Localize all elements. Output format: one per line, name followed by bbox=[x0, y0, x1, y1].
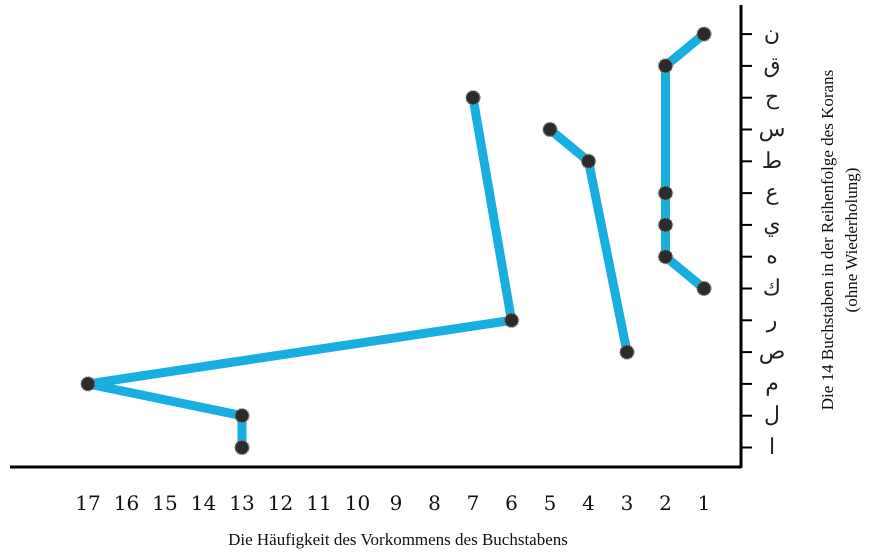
x-tick-label: 4 bbox=[582, 491, 595, 515]
y-tick-label: ك bbox=[763, 276, 781, 301]
x-tick-label: 6 bbox=[505, 491, 518, 515]
data-point-s1-3 bbox=[80, 376, 96, 392]
x-tick-label: 13 bbox=[229, 491, 254, 515]
data-point-s1-4 bbox=[503, 312, 520, 329]
x-tick-label: 8 bbox=[428, 491, 441, 515]
x-tick-label: 1 bbox=[698, 491, 711, 515]
data-point-s1-2 bbox=[234, 407, 250, 424]
y-tick-label: ل bbox=[764, 403, 780, 428]
y-tick-label: ح bbox=[765, 85, 780, 110]
y-tick-label: ر bbox=[766, 308, 778, 333]
data-point-s1-1 bbox=[234, 439, 250, 456]
y-axis-title-line2: (ohne Wiederholung) bbox=[842, 168, 861, 313]
data-point-s3-1 bbox=[696, 280, 712, 297]
x-tick-label: 3 bbox=[621, 491, 634, 515]
x-ticks: 17 16 15 14 13 12 11 10 9 8 7 6 5 4 3 2 1 bbox=[75, 491, 710, 515]
x-tick-label: 14 bbox=[191, 491, 216, 515]
x-axis-title: Die Häufigkeit des Vorkommens des Buchst… bbox=[228, 530, 568, 549]
x-tick-label: 11 bbox=[306, 491, 331, 515]
x-tick-label: 16 bbox=[114, 491, 139, 515]
series-line-1 bbox=[83, 93, 516, 452]
y-tick-label: ي bbox=[763, 212, 780, 237]
x-tick-label: 10 bbox=[345, 491, 370, 515]
data-point-s3-3 bbox=[657, 217, 674, 233]
data-point-s2-2 bbox=[580, 153, 597, 170]
y-tick-label: م bbox=[765, 371, 779, 396]
x-tick-label: 12 bbox=[268, 491, 293, 515]
series-line-3 bbox=[661, 29, 709, 293]
x-tick-label: 2 bbox=[659, 491, 672, 515]
y-tick-label: ا bbox=[769, 435, 775, 460]
data-point-s3-6 bbox=[696, 26, 712, 42]
y-tick-label: ن bbox=[764, 22, 780, 47]
x-tick-label: 9 bbox=[390, 491, 403, 515]
y-axis-title-line1: Die 14 Buchstaben in der Reihenfolge des… bbox=[818, 70, 837, 410]
data-point-s3-5 bbox=[657, 58, 674, 74]
x-tick-label: 15 bbox=[152, 491, 177, 515]
y-tick-label: ق bbox=[763, 53, 780, 78]
x-tick-label: 17 bbox=[75, 491, 100, 515]
data-point-s3-2 bbox=[657, 248, 674, 265]
y-tick-label: ص bbox=[759, 340, 786, 365]
data-point-s2-3 bbox=[542, 121, 558, 138]
x-tick-label: 5 bbox=[544, 491, 557, 515]
series-lines bbox=[83, 29, 709, 452]
y-tick-label: ع bbox=[765, 181, 778, 206]
data-point-s3-4 bbox=[657, 185, 674, 201]
y-tick-label: س bbox=[759, 117, 786, 142]
y-tick-label: ط bbox=[762, 149, 782, 174]
x-tick-label: 7 bbox=[467, 491, 480, 515]
data-point-s1-5 bbox=[465, 89, 481, 106]
data-point-s2-1 bbox=[619, 344, 635, 360]
y-tick-label: ه bbox=[766, 244, 778, 269]
series-markers bbox=[80, 26, 712, 456]
